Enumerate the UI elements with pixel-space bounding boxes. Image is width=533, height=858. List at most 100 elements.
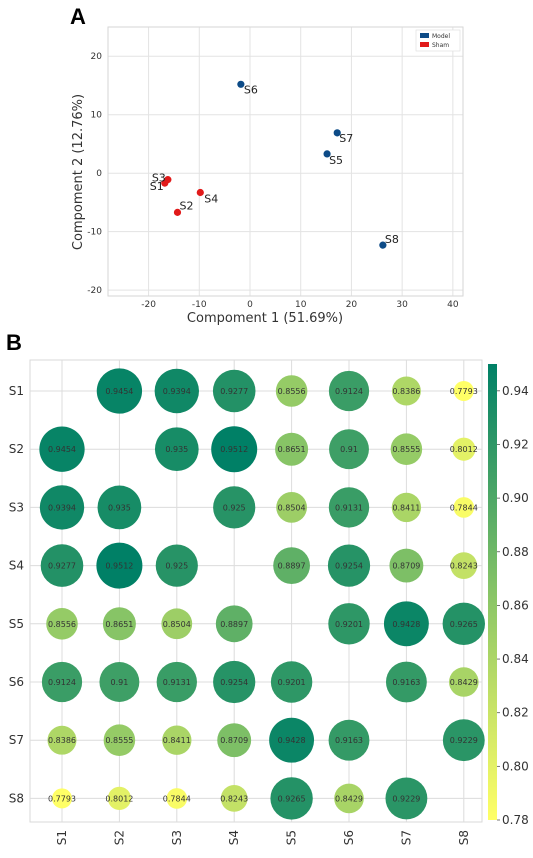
heatmap-bubble — [452, 437, 476, 461]
heatmap-bubble-value: 0.9254 — [220, 678, 248, 687]
heatmap-bubble-value: 0.8897 — [220, 620, 248, 629]
heatmap-bubble — [103, 724, 136, 756]
heatmap-bubble-value: 0.9454 — [105, 387, 133, 396]
scatter-point-label-s5: S5 — [329, 154, 343, 167]
scatter-y-tick-label: -20 — [87, 286, 102, 296]
heatmap-bubble-value: 0.8556 — [278, 387, 306, 396]
heatmap-bubble-value: 0.9254 — [335, 562, 363, 571]
heatmap-col-label: S5 — [285, 830, 299, 845]
heatmap-bubble-value: 0.9512 — [220, 445, 248, 454]
heatmap-bubble — [453, 497, 475, 518]
heatmap-frame — [29, 359, 483, 823]
heatmap-bubble — [450, 552, 478, 579]
scatter-point-label-s2: S2 — [179, 199, 193, 212]
heatmap-bubble-value: 0.91 — [110, 678, 128, 687]
heatmap-col-label: S1 — [55, 830, 69, 845]
colorbar-tick-label: 0.80 — [502, 759, 529, 773]
legend-swatch-model — [420, 33, 429, 38]
heatmap-bubble-value: 0.9124 — [335, 387, 363, 396]
heatmap-bubble — [327, 544, 371, 587]
panel-a-letter: A — [70, 4, 86, 29]
heatmap-bubble — [276, 492, 307, 523]
panel-b-letter: B — [6, 330, 22, 355]
heatmap-bubble — [217, 723, 252, 758]
heatmap-bubble — [448, 667, 479, 697]
heatmap-bubble — [453, 381, 474, 401]
heatmap-bubble — [213, 486, 256, 529]
heatmap-bubble-value: 0.9428 — [392, 620, 420, 629]
scatter-panel: -20 -10 0 10 20 30 40 -20 -10 0 10 20 S5 S6 S7 S8 S1 S2 S3… — [87, 26, 464, 310]
heatmap-row-label: S4 — [9, 559, 24, 573]
heatmap-bubble-value: 0.8709 — [392, 562, 420, 571]
heatmap-bubble-value: 0.925 — [223, 503, 246, 512]
scatter-x-tick-label: -20 — [141, 300, 156, 310]
heatmap-col-label: S4 — [227, 830, 241, 845]
heatmap-row-label: S1 — [9, 384, 24, 398]
heatmap-bubble — [154, 427, 199, 472]
heatmap-bubble — [334, 783, 364, 814]
heatmap-bubble-value: 0.9277 — [220, 387, 248, 396]
heatmap-bubble — [391, 492, 422, 523]
colorbar-bar — [488, 364, 497, 820]
heatmap-row-label: S8 — [9, 791, 24, 805]
heatmap-bubble — [220, 785, 248, 812]
heatmap-bubble-value: 0.8243 — [220, 794, 248, 803]
scatter-x-tick-label: 0 — [247, 300, 253, 310]
heatmap-bubble — [389, 548, 424, 583]
heatmap-bubble-value: 0.8651 — [105, 620, 133, 629]
heatmap-bubble — [215, 605, 253, 643]
heatmap-bubble — [96, 542, 143, 589]
scatter-legend: Model Sham — [415, 29, 461, 52]
colorbar-tick-label: 0.78 — [502, 813, 529, 827]
heatmap-bubble-value: 0.8386 — [392, 387, 420, 396]
heatmap-col-label: S7 — [399, 830, 413, 845]
heatmap-bubble-value: 0.8555 — [392, 445, 420, 454]
heatmap-bubble — [273, 547, 310, 584]
heatmap-bubble — [41, 661, 83, 703]
scatter-point-label-s1: S1 — [150, 180, 164, 193]
scatter-x-tick-label: -10 — [192, 300, 207, 310]
heatmap-bubble — [328, 719, 370, 761]
scatter-x-tick-label: 40 — [447, 300, 459, 310]
heatmap-bubble-value: 0.8012 — [450, 445, 478, 454]
scatter-y-axis-title: Compoment 2 (12.76%) — [71, 94, 86, 250]
heatmap-bubble — [390, 433, 423, 465]
heatmap-bubble-value: 0.91 — [340, 445, 358, 454]
heatmap-bubble-value: 0.9512 — [105, 562, 133, 571]
heatmap-bubble — [155, 544, 198, 587]
heatmap-bubble-value: 0.8429 — [335, 794, 363, 803]
heatmap-bubble — [213, 660, 256, 704]
heatmap-bubble-value: 0.8012 — [105, 794, 133, 803]
heatmap-bubble — [99, 662, 140, 702]
heatmap-bubble-value: 0.9201 — [278, 678, 306, 687]
heatmap-bubble-value: 0.8504 — [163, 620, 191, 629]
colorbar-tick-label: 0.82 — [502, 706, 529, 720]
scatter-plot-frame — [107, 26, 464, 297]
heatmap-bubble — [211, 426, 258, 473]
colorbar-tick-label: 0.94 — [502, 384, 529, 398]
heatmap-bubble — [442, 719, 485, 762]
scatter-point-s3 — [164, 176, 172, 184]
heatmap-bubble — [328, 603, 370, 645]
heatmap-bubble — [47, 725, 77, 755]
scatter-point-s6 — [237, 80, 245, 88]
scatter-point-label-s6: S6 — [244, 83, 258, 96]
scatter-point-label-s3: S3 — [152, 172, 166, 185]
scatter-point-s5 — [323, 150, 331, 158]
scatter-y-tick-label: 10 — [91, 111, 103, 121]
heatmap-bubble-value: 0.9124 — [48, 678, 76, 687]
heatmap-bubble — [270, 777, 313, 820]
heatmap-bubble — [385, 661, 427, 703]
heatmap-bubble — [46, 608, 78, 640]
scatter-x-tick-label: 10 — [295, 300, 307, 310]
heatmap-bubble — [275, 432, 309, 466]
heatmap-bubble — [391, 376, 421, 406]
heatmap-bubble-value: 0.9394 — [163, 387, 191, 396]
heatmap-bubble-value: 0.9131 — [163, 678, 191, 687]
scatter-point-s8 — [379, 241, 387, 249]
heatmap-bubble — [442, 602, 486, 646]
heatmap-col-label: S2 — [112, 830, 126, 845]
colorbar-tick-label: 0.88 — [502, 545, 529, 559]
heatmap-bubble — [383, 601, 429, 647]
heatmap-bubble-value: 0.9163 — [392, 678, 420, 687]
